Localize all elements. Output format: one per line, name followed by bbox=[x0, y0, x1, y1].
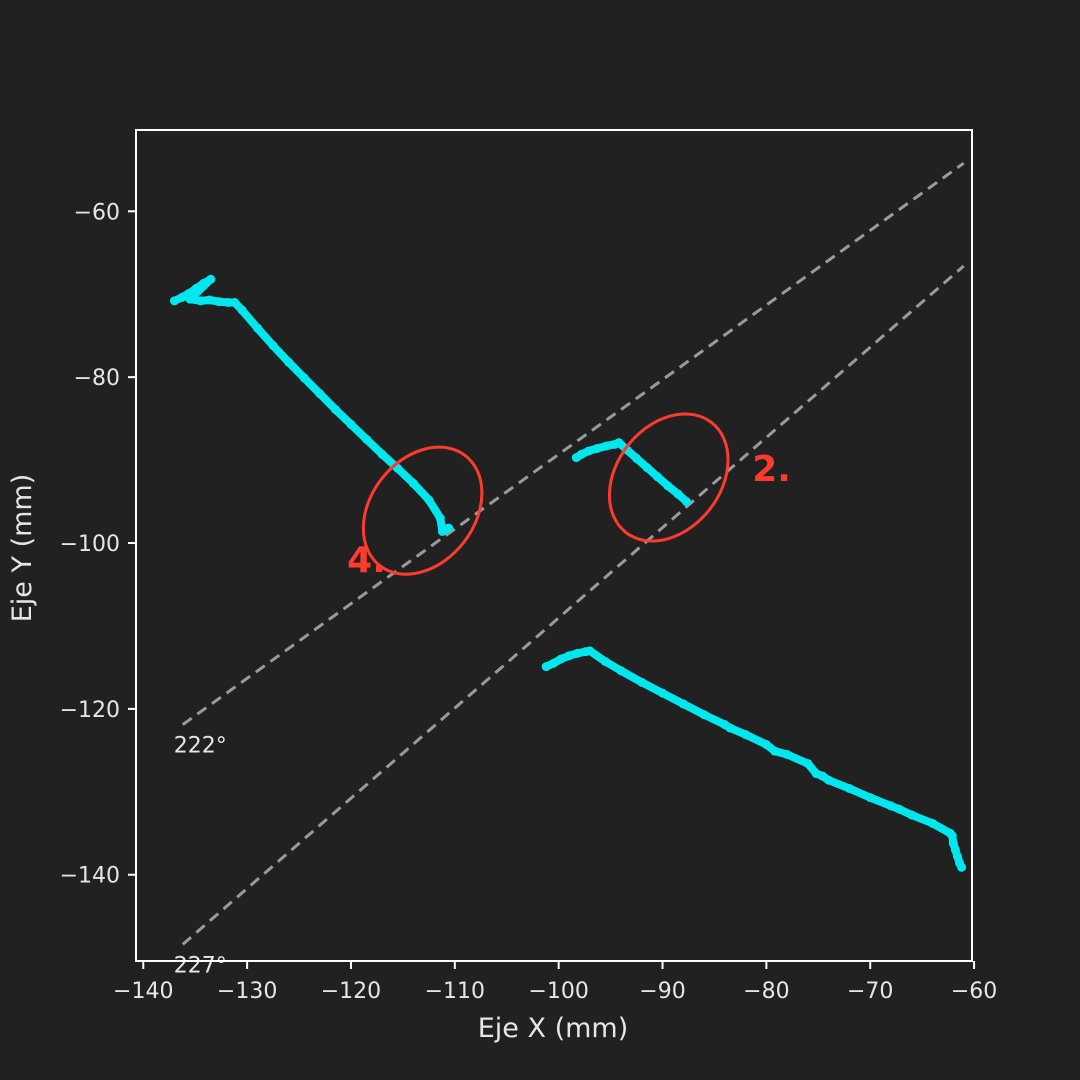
annotation-label-1: 4. bbox=[347, 540, 386, 581]
reference-line-label-1: 222° bbox=[174, 734, 227, 759]
series-3-point bbox=[824, 775, 834, 785]
series-1-point bbox=[205, 295, 215, 305]
series-1-point bbox=[377, 449, 387, 459]
series-3-point bbox=[761, 740, 771, 750]
series-2-point bbox=[614, 438, 624, 448]
series-1-point bbox=[424, 495, 434, 505]
series-2-point bbox=[681, 497, 691, 507]
series-3-point bbox=[886, 801, 896, 811]
reference-line-label-2: 227° bbox=[174, 953, 227, 978]
axes: −140 −130 −120 −110 −100 −90 −80 −70 −60 −60 −80 −1… bbox=[60, 129, 997, 1004]
series-1-point bbox=[199, 278, 209, 288]
series-3-point bbox=[699, 710, 709, 720]
series-1-point bbox=[214, 297, 224, 307]
series-3-point bbox=[572, 648, 582, 658]
series-3-point bbox=[770, 746, 780, 756]
series-3-point bbox=[548, 658, 558, 668]
series-3-point bbox=[928, 818, 938, 828]
series-2-point bbox=[584, 446, 594, 456]
x-tick-label: −90 bbox=[639, 979, 685, 1004]
plot-area bbox=[136, 130, 972, 961]
series-2-point bbox=[663, 481, 673, 491]
series-2-point bbox=[642, 463, 652, 473]
series-3-point bbox=[725, 723, 735, 733]
series-2-point bbox=[652, 472, 662, 482]
y-tick-label: −140 bbox=[60, 864, 120, 889]
series-3-point bbox=[844, 783, 854, 793]
series-3-point bbox=[907, 810, 917, 820]
series-3-point bbox=[556, 654, 566, 664]
reference-line-2 bbox=[181, 264, 965, 946]
series-1-point bbox=[315, 389, 325, 399]
series-1-point bbox=[362, 434, 372, 444]
y-tick-label: −80 bbox=[74, 366, 120, 391]
series-1-point bbox=[177, 293, 187, 303]
series-1-point bbox=[223, 298, 233, 308]
x-tick-label: −110 bbox=[425, 979, 485, 1004]
plot-frame bbox=[135, 129, 973, 962]
series-3-point bbox=[865, 793, 875, 803]
series-1-point bbox=[268, 341, 278, 351]
x-tick-label: −80 bbox=[743, 979, 789, 1004]
series-1-point bbox=[185, 294, 195, 304]
series-3-point bbox=[585, 646, 595, 656]
x-tick-label: −100 bbox=[528, 979, 588, 1004]
x-tick-label: −60 bbox=[951, 979, 997, 1004]
series-3-point bbox=[564, 651, 574, 661]
x-tick-label: −70 bbox=[847, 979, 893, 1004]
reference-lines: 222° 227° bbox=[174, 161, 965, 978]
series-2-point bbox=[577, 449, 587, 459]
series-3-point bbox=[782, 749, 792, 759]
series-1-point bbox=[191, 283, 201, 293]
x-tick-label: −120 bbox=[321, 979, 381, 1004]
series-3-point bbox=[616, 666, 626, 676]
y-tick-label: −60 bbox=[74, 200, 120, 225]
annotations: 4. 2. bbox=[347, 412, 791, 581]
series-1-point bbox=[299, 373, 309, 383]
series-1-point bbox=[408, 478, 418, 488]
series-3-point bbox=[637, 677, 647, 687]
series-3-point bbox=[947, 831, 957, 841]
series-2-point bbox=[592, 443, 602, 453]
series-2-point bbox=[632, 453, 642, 463]
series-1-point bbox=[169, 296, 179, 306]
reference-line-1 bbox=[181, 161, 965, 726]
series-1-point bbox=[346, 419, 356, 429]
series-3-point bbox=[741, 730, 751, 740]
series-3-point bbox=[678, 699, 688, 709]
series-3-point bbox=[541, 662, 551, 672]
series-3-point bbox=[894, 804, 904, 814]
series-3-point bbox=[600, 657, 610, 667]
series-1-point bbox=[230, 298, 240, 308]
series-1-point bbox=[330, 404, 340, 414]
series-1-point bbox=[253, 323, 263, 333]
series-1-point bbox=[435, 513, 445, 523]
series-3-point bbox=[957, 862, 967, 872]
annotation-ellipse-2 bbox=[607, 412, 730, 543]
x-axis-label: Eje X (mm) bbox=[478, 1013, 629, 1044]
annotation-label-2: 2. bbox=[752, 449, 791, 490]
annotation-ellipse-1 bbox=[361, 445, 484, 576]
series-3-point bbox=[803, 759, 813, 769]
data-points bbox=[169, 274, 967, 872]
x-tick-label: −140 bbox=[113, 979, 173, 1004]
series-1-point bbox=[237, 305, 247, 315]
x-tick-label: −130 bbox=[217, 979, 277, 1004]
plot-background bbox=[136, 130, 972, 961]
y-tick-label: −120 bbox=[60, 698, 120, 723]
series-1-point bbox=[444, 523, 454, 533]
series-1-point bbox=[206, 274, 216, 284]
series-3-point bbox=[658, 688, 668, 698]
series-2-point bbox=[673, 489, 683, 499]
series-1-point bbox=[284, 357, 294, 367]
series-2-point bbox=[601, 441, 611, 451]
y-tick-label: −100 bbox=[60, 532, 120, 557]
y-axis-label: Eje Y (mm) bbox=[7, 474, 38, 623]
series-1-point bbox=[195, 296, 205, 306]
